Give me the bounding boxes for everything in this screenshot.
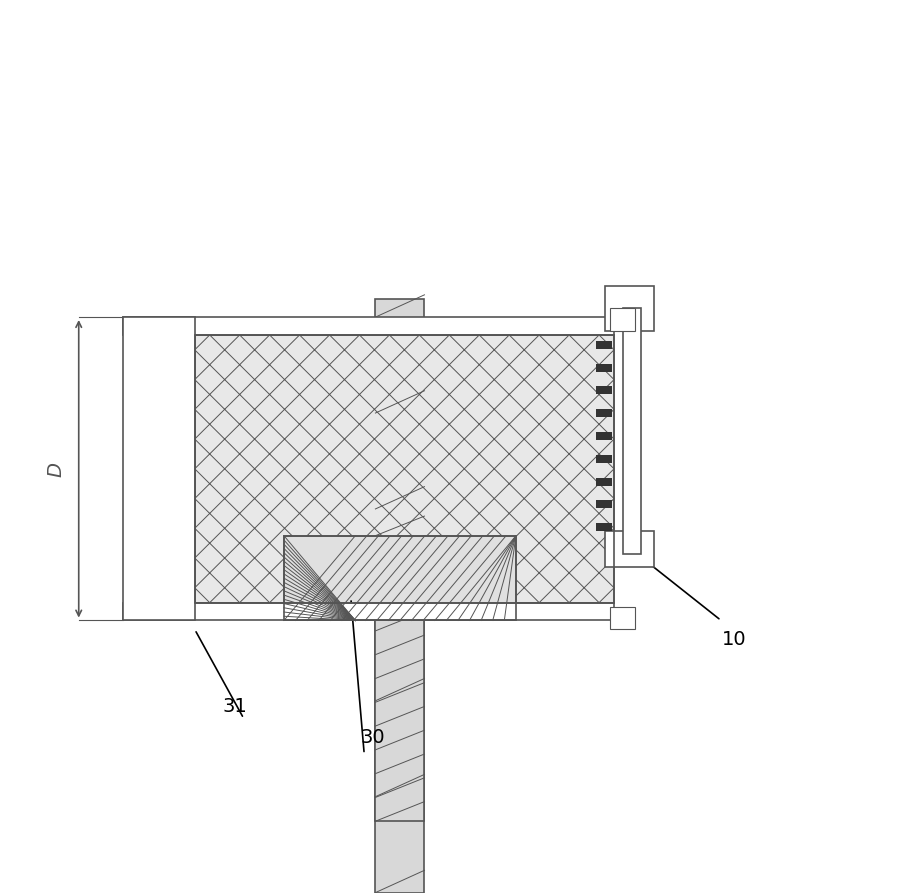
Bar [596, 387, 612, 395]
Bar [195, 335, 614, 603]
Bar [596, 478, 612, 486]
Text: D: D [47, 462, 66, 477]
Bar [605, 287, 655, 331]
Text: 10: 10 [722, 629, 747, 648]
Bar [596, 364, 612, 372]
Text: 31: 31 [223, 696, 247, 715]
Bar [123, 317, 195, 620]
Bar [596, 409, 612, 417]
Bar [596, 524, 612, 532]
Bar [375, 536, 425, 822]
Bar [610, 308, 635, 331]
Bar [195, 335, 614, 603]
Bar [596, 455, 612, 463]
Bar [596, 342, 612, 350]
Bar [123, 603, 614, 620]
Bar [623, 308, 641, 554]
Bar [123, 317, 614, 335]
Bar [284, 536, 516, 620]
Bar [375, 300, 425, 892]
Bar [596, 433, 612, 441]
Text: D1: D1 [163, 457, 181, 482]
Text: 30: 30 [361, 727, 385, 746]
Bar [610, 607, 635, 629]
Bar [596, 501, 612, 509]
Bar [284, 536, 516, 620]
Bar [605, 532, 655, 568]
